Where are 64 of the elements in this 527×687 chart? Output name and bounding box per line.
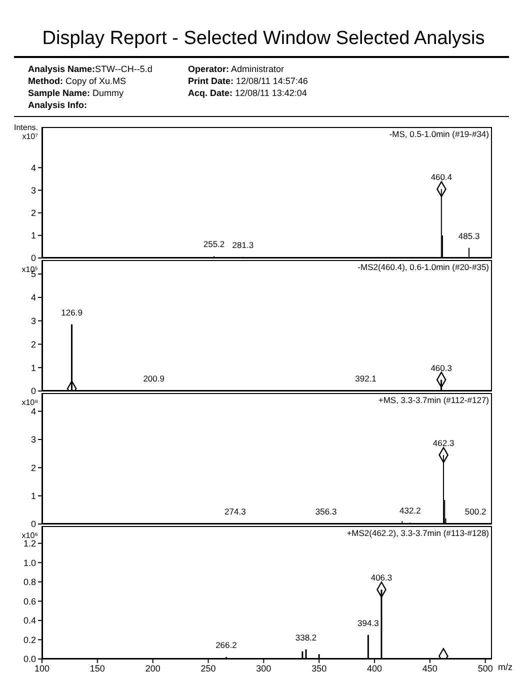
annotation: 255.2 — [203, 239, 225, 250]
chart-subtitle: -MS2(460.4), 0.6-1.0min (#20-#35) — [358, 262, 489, 272]
annotation: 460.3 — [430, 362, 452, 373]
annotation: 281.3 — [232, 240, 254, 250]
y-tick-label: 4 — [30, 406, 36, 417]
y-tick-label: 0.8 — [23, 577, 36, 588]
y-tick-label: 0.2 — [23, 634, 36, 645]
y-tick-label: 0 — [30, 519, 36, 530]
text: Acq. Date: 12/08/11 13:42:04 — [188, 88, 307, 98]
y-tick-label: 2 — [30, 339, 36, 350]
y-tick-label: 1.2 — [23, 538, 36, 549]
y-tick-label: 3 — [30, 316, 36, 326]
text: Method: Copy of Xu.MS — [28, 76, 126, 86]
y-tick-label: 0 — [30, 386, 36, 396]
chart-title: Display Report - Selected Window Selected Analysis — [41, 27, 486, 51]
y-tick-label: 3 — [30, 434, 36, 445]
annotation: 126.9 — [61, 307, 83, 318]
annotation: 406.3 — [370, 572, 392, 583]
annotation: 462.3 — [432, 438, 454, 448]
y-tick-label: 1 — [30, 491, 36, 502]
annotation: 200.9 — [143, 374, 165, 384]
y-tick-label: 3 — [30, 185, 36, 196]
annotation: 266.2 — [216, 640, 238, 650]
annotation: 485.3 — [458, 230, 480, 241]
x-tick-label: 300 — [256, 663, 272, 674]
chart-subtitle: +MS2(462.2), 3.3-3.7min (#113-#128) — [346, 528, 489, 538]
annotation: 394.3 — [358, 618, 380, 628]
annotation: 500.2 — [464, 506, 486, 516]
y-tick-label: 4 — [30, 162, 36, 173]
annotation: 274.3 — [224, 506, 246, 516]
text: Analysis Name:STW--CH--5.d — [28, 64, 152, 74]
y-tick-label: 0.0 — [23, 654, 36, 664]
x-tick-label: 150 — [90, 663, 105, 674]
chart-subtitle: -MS, 0.5-1.0min (#19-#34) — [389, 129, 489, 139]
x-tick-label: 100 — [34, 663, 50, 674]
x-tick-label: 450 — [422, 663, 438, 674]
x-tick-label: 400 — [366, 663, 382, 674]
y-tick-label: 0.4 — [23, 616, 36, 626]
y-tick-label: 1.0 — [23, 558, 36, 568]
x-tick-label: 350 — [312, 663, 327, 674]
annotation: 432.2 — [400, 506, 422, 516]
annotation: 392.1 — [355, 374, 377, 384]
y-axis-title: Intens. x10⁷ — [12, 123, 38, 141]
y-tick-label: 1 — [30, 362, 36, 373]
x-tick-label: 250 — [200, 663, 216, 674]
y-axis-title: x10⁸ — [20, 398, 38, 407]
annotation: 356.3 — [315, 506, 337, 516]
y-tick-label: 2 — [30, 462, 36, 473]
x-axis-title: m/z — [498, 662, 512, 672]
y-tick-label: 0.6 — [23, 596, 36, 606]
y-tick-label: 4 — [30, 292, 36, 303]
text: Sample Name: Dummy — [28, 88, 124, 98]
annotation: 460.4 — [430, 172, 452, 182]
y-tick-label: 1 — [30, 230, 36, 241]
chart-subtitle: +MS, 3.3-3.7min (#112-#127) — [378, 395, 489, 405]
x-tick-label: 200 — [145, 663, 160, 674]
y-tick-label: 0 — [30, 253, 36, 264]
x-tick-label: 500 — [478, 663, 493, 674]
text: Analysis Info: — [28, 100, 88, 110]
y-axis-title: x10⁶ — [20, 531, 38, 540]
text: Operator: Administrator — [188, 64, 284, 74]
text: Print Date: 12/08/11 14:57:46 — [188, 76, 308, 86]
annotation: 338.2 — [295, 632, 317, 642]
y-tick-label: 2 — [30, 208, 36, 218]
